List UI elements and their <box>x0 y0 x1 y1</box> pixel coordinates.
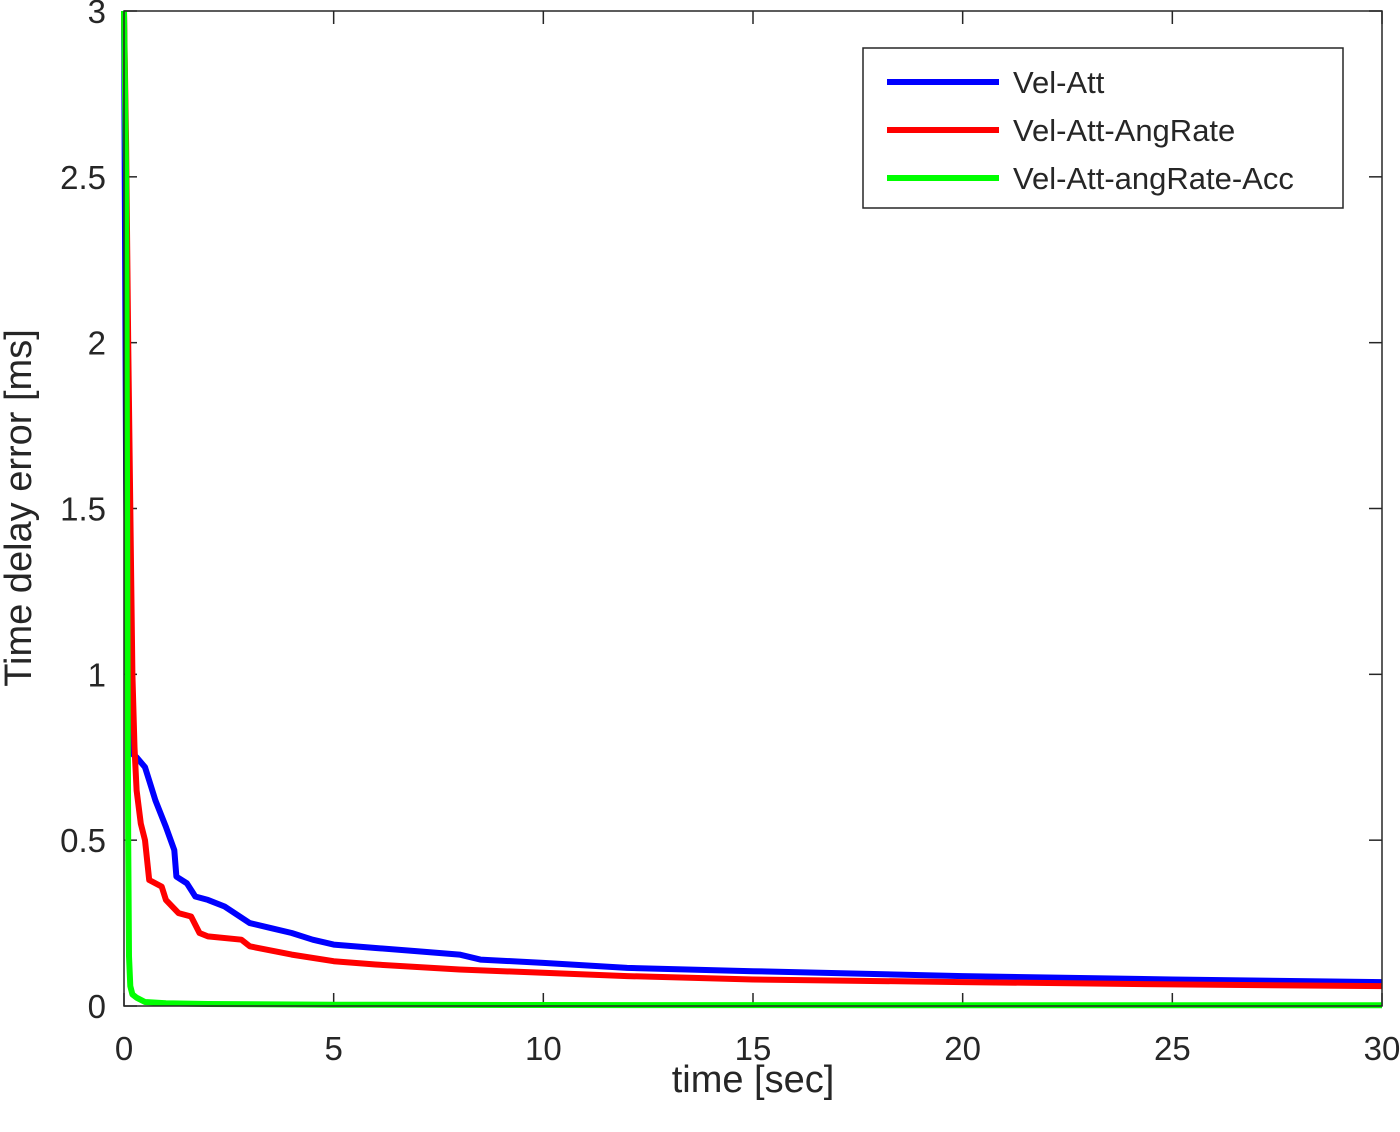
legend-label-vel-att-angrate-acc: Vel-Att-angRate-Acc <box>1013 161 1294 196</box>
y-tick-label: 2 <box>88 325 106 362</box>
plot-frame <box>123 10 1383 1007</box>
y-tick-labels: 0 0.5 1 1.5 2 2.5 3 <box>60 0 106 1025</box>
legend-label-vel-att: Vel-Att <box>1013 65 1105 100</box>
x-tick-label: 15 <box>735 1030 772 1067</box>
series-layer <box>121 10 1383 1009</box>
x-tick-labels: 0 5 10 15 20 25 30 <box>115 1030 1400 1067</box>
series-line-vel-att-angrate-acc <box>121 10 1382 1009</box>
y-tick-label: 0.5 <box>60 822 106 859</box>
series-line-vel-att-angrate <box>121 10 1383 990</box>
y-axis-title: Time delay error [ms] <box>0 329 40 687</box>
x-tick-label: 0 <box>115 1030 133 1067</box>
x-axis-title: time [sec] <box>672 1059 835 1101</box>
x-tick-label: 20 <box>944 1030 981 1067</box>
y-tick-label: 1.5 <box>60 491 106 528</box>
x-tick-label: 5 <box>324 1030 342 1067</box>
legend: Vel-Att Vel-Att-AngRate Vel-Att-angRate-… <box>862 47 1344 209</box>
x-tick-label: 30 <box>1364 1030 1400 1067</box>
y-tick-label: 3 <box>88 0 106 30</box>
series-line-vel-att <box>121 10 1383 986</box>
x-tick-label: 25 <box>1154 1030 1191 1067</box>
y-tick-label: 2.5 <box>60 159 106 196</box>
legend-label-vel-att-angrate: Vel-Att-AngRate <box>1013 113 1235 148</box>
y-tick-label: 1 <box>88 656 106 693</box>
y-tick-label: 0 <box>88 988 106 1025</box>
x-tick-label: 10 <box>525 1030 562 1067</box>
